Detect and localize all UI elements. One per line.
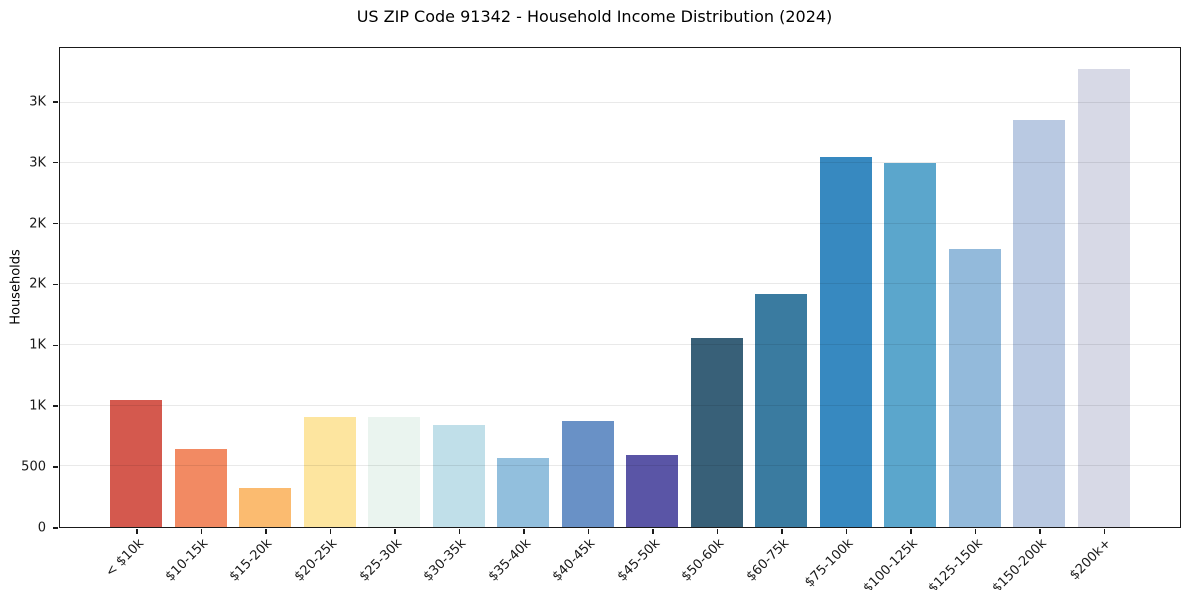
bar-slot: $45-50k xyxy=(614,48,679,584)
bar-slot: $150-200k xyxy=(990,48,1066,590)
bar xyxy=(1013,119,1066,527)
bar xyxy=(755,293,808,527)
y-tick-label: 3K xyxy=(29,155,46,171)
y-tick-label: 2K xyxy=(29,276,46,292)
y-tick-mark xyxy=(53,222,58,225)
bar-slot: $125-150k xyxy=(925,48,1001,590)
y-axis: 0 500 1K 1K 2K 2K 3K 3K xyxy=(0,47,59,536)
bar-slot: $60-75k xyxy=(743,48,808,584)
y-tick-label: 3K xyxy=(29,94,46,110)
bar xyxy=(239,487,292,527)
x-tick-label: $75-100k xyxy=(802,536,857,590)
bar-slot: $10-15k xyxy=(163,48,227,584)
y-tick-label: 2K xyxy=(29,216,46,232)
bar xyxy=(497,457,550,527)
bar-slot: $20-25k xyxy=(292,48,356,584)
x-tick-label: $30-35k xyxy=(420,536,470,585)
y-tick-label: 500 xyxy=(21,459,46,475)
x-tick-label: $150-200k xyxy=(989,536,1051,590)
y-tick-mark xyxy=(53,344,58,347)
bar-slot: $15-20k xyxy=(227,48,292,584)
bar xyxy=(561,420,614,527)
x-tick-label: $125-150k xyxy=(925,536,986,590)
bar-slot: $100-125k xyxy=(861,48,937,590)
bar xyxy=(368,416,421,527)
x-tick-label: $50-60k xyxy=(678,536,728,585)
x-tick-label: $25-30k xyxy=(356,536,405,585)
bar xyxy=(948,249,1001,527)
bar xyxy=(110,399,162,527)
y-tick-mark xyxy=(53,283,58,286)
bar xyxy=(174,449,227,527)
bar-slot: $35-40k xyxy=(485,48,550,584)
bar-slot: $40-45k xyxy=(550,48,614,584)
x-tick-label: $20-25k xyxy=(291,536,341,585)
bar-slot: $200k+ xyxy=(1068,48,1130,583)
x-tick-label: $45-50k xyxy=(614,536,663,585)
bar-slot: $30-35k xyxy=(421,48,485,584)
bar xyxy=(690,338,743,527)
bar-slot: < $10k xyxy=(103,48,162,580)
bar xyxy=(884,163,937,527)
x-tick-label: $200k+ xyxy=(1067,536,1115,584)
y-tick-mark xyxy=(53,466,58,468)
bar xyxy=(432,425,485,527)
x-tick-label: $40-45k xyxy=(549,536,599,585)
bar xyxy=(303,417,356,527)
bar-slot: $50-60k xyxy=(679,48,743,584)
y-tick-mark xyxy=(53,101,58,103)
y-tick-label: 1K xyxy=(29,398,46,414)
bar xyxy=(626,455,679,527)
y-tick-label: 1K xyxy=(29,337,46,353)
y-tick-label: 0 xyxy=(37,520,46,536)
bar-slot: $75-100k xyxy=(802,48,872,590)
y-tick-mark xyxy=(53,161,58,164)
x-tick-label: $10-15k xyxy=(162,536,212,585)
bar xyxy=(819,157,872,527)
bars-layer: < $10k $10-15k $15-20k $20-25k $25-30k $30-35… xyxy=(60,48,1180,590)
x-tick-label: < $10k xyxy=(102,536,147,581)
y-tick-mark xyxy=(53,527,58,529)
bar xyxy=(1077,69,1130,527)
bar-slot: $25-30k xyxy=(356,48,421,584)
x-tick-label: $35-40k xyxy=(485,536,534,585)
plot-area: < $10k $10-15k $15-20k $20-25k $25-30k $30-35… xyxy=(59,47,1181,590)
y-tick-mark xyxy=(53,405,58,407)
chart-title: US ZIP Code 91342 - Household Income Dis… xyxy=(356,7,833,26)
x-tick-label: $60-75k xyxy=(743,536,792,585)
x-tick-label: $15-20k xyxy=(227,536,276,585)
x-tick-label: $100-125k xyxy=(860,536,921,590)
